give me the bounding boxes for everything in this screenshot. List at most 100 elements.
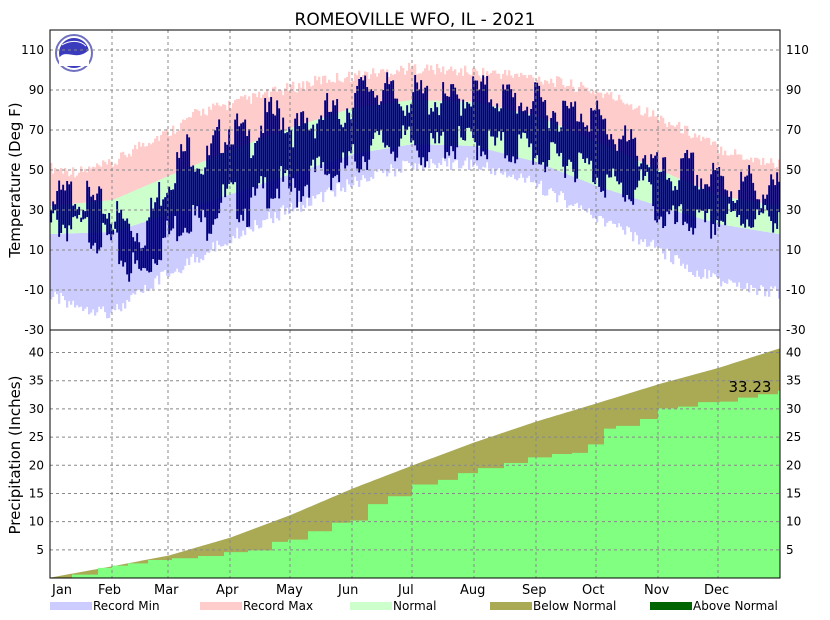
record-min-bar <box>106 232 109 319</box>
normal-bar <box>124 194 127 229</box>
record-max-bar <box>254 93 257 142</box>
observed-temperature-bars <box>50 72 781 282</box>
record-max-bar <box>272 87 275 135</box>
record-max-bar <box>306 80 309 123</box>
observed-temperature-bar <box>576 121 579 179</box>
observed-temperature-bar <box>184 151 187 228</box>
record-min-bar <box>280 177 283 208</box>
record-max-bar <box>496 73 499 107</box>
record-max-bar <box>666 127 669 174</box>
observed-temperature-bar <box>394 98 397 162</box>
observed-temperature-bar <box>740 171 743 226</box>
normal-bar <box>642 162 645 201</box>
observed-temperature-bar <box>710 174 713 239</box>
record-min-bar <box>72 233 75 301</box>
record-min-bar <box>696 217 699 271</box>
record-min-bar <box>650 203 653 242</box>
observed-temperature-bar <box>704 184 707 223</box>
record-min-bar <box>70 233 73 305</box>
record-max-bar <box>162 131 165 179</box>
observed-temperature-bar <box>82 209 85 220</box>
observed-temperature-bar <box>124 220 127 263</box>
observed-temperature-bar <box>362 80 365 157</box>
observed-temperature-bar <box>364 75 367 163</box>
observed-temperature-bar <box>76 209 79 219</box>
record-min-bar <box>256 185 259 226</box>
observed-temperature-bar <box>250 158 253 198</box>
record-max-bar <box>182 119 185 171</box>
observed-temperature-bar <box>400 106 403 139</box>
record-min-bar <box>710 221 713 278</box>
record-min-bar <box>668 209 671 251</box>
record-min-bar <box>528 159 531 176</box>
observed-temperature-bar <box>744 176 747 228</box>
observed-temperature-bar <box>366 87 369 170</box>
record-max-bar <box>702 136 705 190</box>
record-max-bar <box>114 163 117 200</box>
record-max-bar <box>758 159 761 203</box>
record-max-bar <box>346 76 349 110</box>
record-min-bar <box>376 150 379 172</box>
record-min-bar <box>404 145 407 162</box>
record-min-bar <box>648 202 651 247</box>
legend-label: Below Normal <box>533 599 616 613</box>
observed-temperature-bar <box>282 117 285 182</box>
record-max-bar <box>404 74 407 102</box>
observed-temperature-bar <box>228 129 231 184</box>
record-min-bar <box>90 232 93 313</box>
record-max-bar <box>722 155 725 197</box>
observed-temperature-bar <box>754 190 757 220</box>
record-min-bar <box>182 209 185 270</box>
temperature-tick-label-left: -10 <box>24 283 44 297</box>
observed-temperature-bar <box>770 174 773 221</box>
normal-bar <box>580 135 583 180</box>
observed-temperature-bar <box>688 158 691 232</box>
record-max-bar <box>700 140 703 189</box>
record-min-bar <box>382 149 385 174</box>
observed-temperature-bar <box>154 202 157 264</box>
observed-temperature-bar <box>272 113 275 199</box>
observed-temperature-bar <box>222 152 225 185</box>
observed-temperature-bar <box>214 130 217 220</box>
observed-temperature-bar <box>246 136 249 228</box>
observed-temperature-bar <box>150 197 153 272</box>
record-min-bar <box>738 227 741 283</box>
record-min-bar <box>378 149 381 170</box>
record-min-bar <box>354 153 357 177</box>
record-min-bar <box>542 164 545 196</box>
record-min-bar <box>750 229 753 286</box>
record-max-bar <box>444 74 447 102</box>
record-min-bar <box>312 166 315 196</box>
observed-temperature-bar <box>516 113 519 160</box>
observed-temperature-bar <box>542 101 545 163</box>
precipitation-tick-label-right: 10 <box>786 515 801 529</box>
record-min-bar <box>584 181 587 211</box>
record-min-bar <box>554 169 557 193</box>
observed-temperature-bar <box>172 189 175 229</box>
observed-temperature-bar <box>212 135 215 225</box>
observed-temperature-bar <box>586 125 589 159</box>
record-min-bar <box>62 233 65 297</box>
record-min-bar <box>98 232 101 307</box>
record-min-bar <box>438 144 441 163</box>
record-min-bar <box>286 175 289 208</box>
observed-temperature-bar <box>178 157 181 237</box>
axes <box>49 29 781 579</box>
observed-temperature-bar <box>180 144 183 236</box>
record-max-bar <box>504 69 507 109</box>
observed-temperature-bar <box>106 218 109 236</box>
record-min-bar <box>284 176 287 215</box>
record-max-bar <box>298 83 301 126</box>
record-min-bar <box>410 144 413 167</box>
record-max-bar <box>620 99 623 153</box>
normal-bar <box>756 202 759 231</box>
record-min-bar <box>316 165 319 195</box>
record-min-bar <box>416 144 419 170</box>
record-max-bar <box>74 177 77 204</box>
record-min-bar <box>748 229 751 293</box>
observed-temperature-bar <box>716 168 719 221</box>
record-min-bar <box>570 175 573 205</box>
record-max-bar <box>198 110 201 164</box>
record-max-bar <box>110 161 113 201</box>
observed-temperature-bar <box>550 117 553 143</box>
